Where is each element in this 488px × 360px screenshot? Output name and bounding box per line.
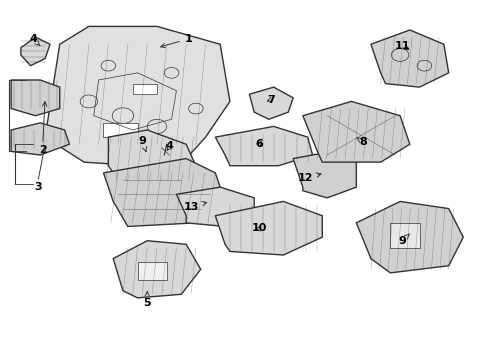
- Polygon shape: [215, 126, 312, 166]
- Text: 9: 9: [138, 136, 146, 152]
- Polygon shape: [103, 158, 224, 226]
- Polygon shape: [292, 152, 356, 198]
- Text: 11: 11: [394, 41, 409, 51]
- Text: 5: 5: [143, 292, 151, 308]
- Polygon shape: [249, 87, 292, 119]
- Text: 1: 1: [161, 34, 192, 48]
- Polygon shape: [356, 202, 462, 273]
- Bar: [132, 84, 157, 94]
- Bar: [103, 123, 137, 137]
- Text: 9: 9: [398, 234, 408, 246]
- Text: 7: 7: [267, 95, 275, 105]
- Text: 2: 2: [39, 145, 46, 155]
- Polygon shape: [113, 241, 201, 298]
- Polygon shape: [215, 202, 322, 255]
- Polygon shape: [176, 187, 254, 226]
- Polygon shape: [11, 123, 69, 155]
- Polygon shape: [302, 102, 409, 162]
- Polygon shape: [370, 30, 448, 87]
- Text: 6: 6: [255, 139, 263, 149]
- Text: 4: 4: [29, 34, 40, 46]
- Text: 10: 10: [251, 223, 266, 233]
- Polygon shape: [21, 37, 50, 66]
- Bar: [389, 223, 419, 248]
- Text: 8: 8: [356, 138, 367, 148]
- Text: 13: 13: [183, 202, 206, 212]
- Text: 4: 4: [165, 141, 173, 151]
- Polygon shape: [108, 130, 196, 180]
- Bar: [137, 262, 166, 280]
- Text: 3: 3: [34, 182, 41, 192]
- Polygon shape: [11, 80, 60, 116]
- Text: 12: 12: [297, 173, 320, 183]
- Polygon shape: [45, 26, 229, 166]
